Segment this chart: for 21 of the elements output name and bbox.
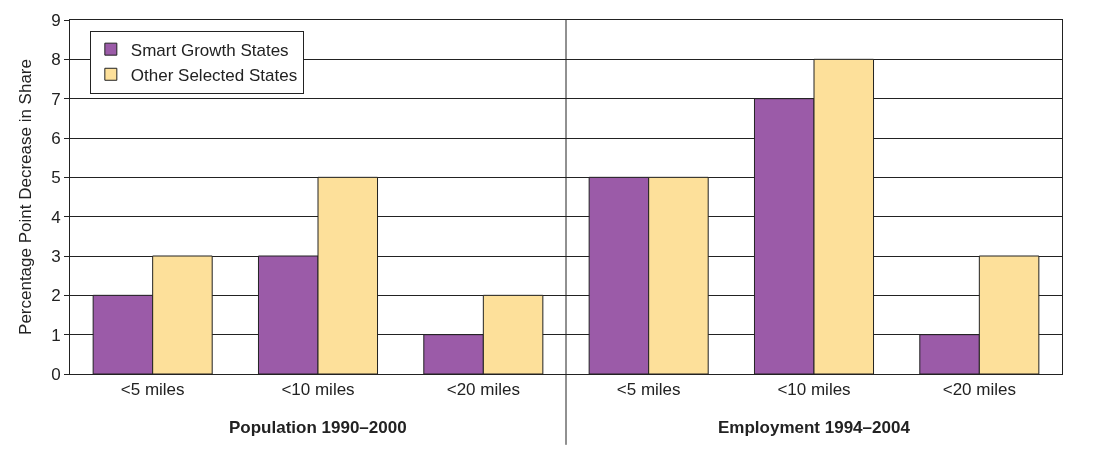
y-tick-label: 1 (51, 325, 61, 345)
y-tick-label: 7 (51, 89, 61, 109)
y-tick-label: 5 (51, 168, 61, 188)
x-tick-label: <5 miles (616, 380, 681, 400)
text: Employment 1994–2004 (718, 418, 911, 437)
x-tick-label: <10 miles (281, 380, 355, 400)
y-tick-label: 2 (51, 286, 61, 306)
x-tick-label: <10 miles (777, 380, 851, 400)
y-tick-label: 4 (51, 207, 61, 227)
y-tick-label: 9 (51, 10, 61, 30)
x-tick-label: <5 miles (120, 380, 185, 400)
y-tick-label: 0 (51, 364, 61, 384)
x-tick-label: <20 miles (446, 380, 520, 400)
legend-label: Smart Growth States (130, 40, 289, 60)
y-tick-label: 3 (51, 246, 61, 266)
text: Population 1990–2000 (229, 418, 407, 437)
y-tick-label: 8 (51, 50, 61, 70)
legend-label: Other Selected States (130, 65, 298, 85)
y-tick-label: 6 (51, 128, 61, 148)
x-tick-label: <20 miles (942, 380, 1016, 400)
y-axis-title: Percentage Point Decrease in Share (15, 59, 35, 335)
